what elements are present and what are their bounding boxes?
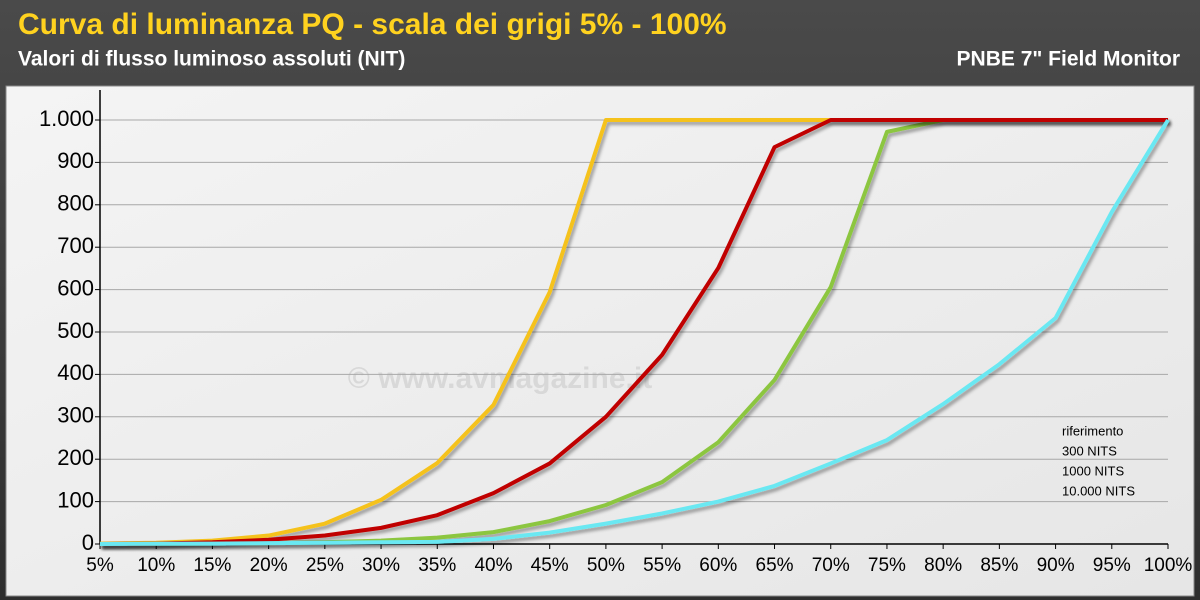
y-tick-label: 100 bbox=[57, 487, 94, 512]
x-tick-label: 10% bbox=[137, 555, 175, 576]
legend-label: 300 NITS bbox=[1062, 443, 1117, 458]
legend-label: 10.000 NITS bbox=[1062, 483, 1135, 498]
chart-title: Curva di luminanza PQ - scala dei grigi … bbox=[18, 8, 727, 41]
x-tick-label: 55% bbox=[643, 555, 681, 576]
x-tick-label: 35% bbox=[418, 555, 456, 576]
x-tick-label: 45% bbox=[531, 555, 569, 576]
x-tick-label: 65% bbox=[756, 555, 794, 576]
x-tick-label: 100% bbox=[1144, 555, 1193, 576]
y-tick-label: 600 bbox=[57, 275, 94, 300]
y-tick-label: 400 bbox=[57, 360, 94, 385]
x-tick-label: 85% bbox=[980, 555, 1018, 576]
subtitle: Valori di flusso luminoso assoluti (NIT) bbox=[18, 48, 405, 71]
x-tick-label: 95% bbox=[1093, 555, 1131, 576]
y-tick-label: 300 bbox=[57, 403, 94, 428]
x-tick-label: 15% bbox=[193, 555, 231, 576]
y-tick-label: 1.000 bbox=[39, 106, 94, 131]
x-tick-label: 90% bbox=[1037, 555, 1075, 576]
x-tick-label: 30% bbox=[362, 555, 400, 576]
legend-label: 1000 NITS bbox=[1062, 463, 1124, 478]
x-tick-label: 5% bbox=[86, 555, 114, 576]
y-tick-label: 700 bbox=[57, 233, 94, 258]
subtitle-right: PNBE 7" Field Monitor bbox=[957, 48, 1180, 71]
series-line bbox=[99, 118, 1170, 546]
y-tick-label: 200 bbox=[57, 445, 94, 470]
x-tick-label: 20% bbox=[250, 555, 288, 576]
x-tick-label: 40% bbox=[474, 555, 512, 576]
y-tick-label: 900 bbox=[57, 148, 94, 173]
x-tick-label: 70% bbox=[812, 555, 850, 576]
x-tick-label: 60% bbox=[699, 555, 737, 576]
x-tick-label: 25% bbox=[306, 555, 344, 576]
y-tick-label: 800 bbox=[57, 191, 94, 216]
x-tick-label: 75% bbox=[868, 555, 906, 576]
legend-label: riferimento bbox=[1062, 423, 1123, 438]
y-tick-label: 500 bbox=[57, 318, 94, 343]
y-tick-label: 0 bbox=[82, 530, 94, 555]
series-line bbox=[99, 118, 1168, 546]
x-tick-label: 50% bbox=[587, 555, 625, 576]
x-tick-label: 80% bbox=[924, 555, 962, 576]
plot-panel bbox=[5, 85, 1195, 597]
